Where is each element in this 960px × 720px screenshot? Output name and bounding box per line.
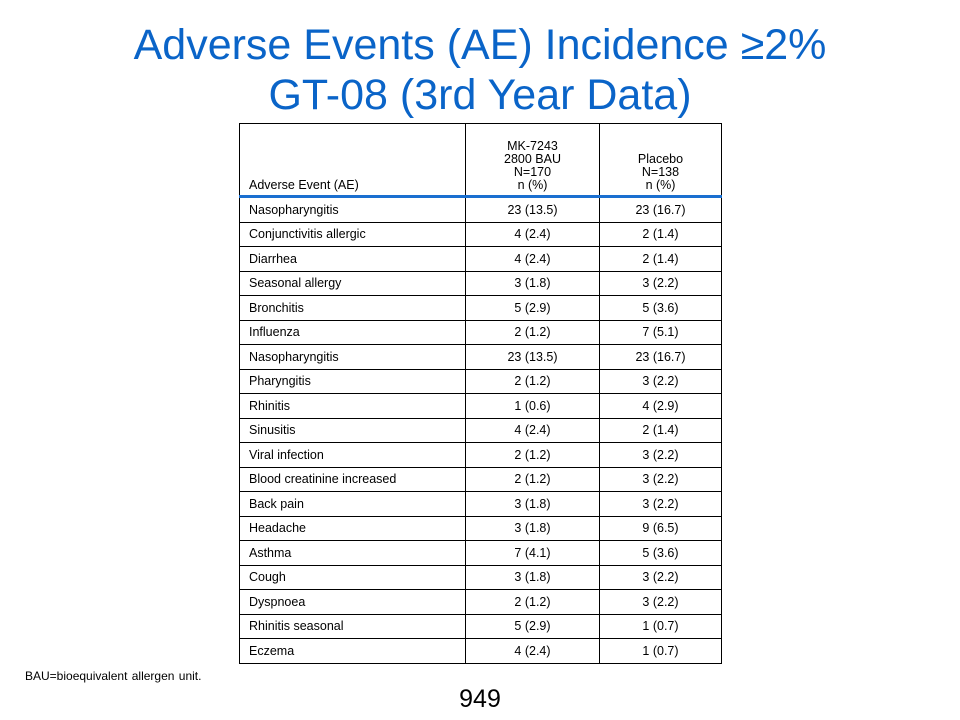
placebo-value: 3 (2.2) [599, 368, 722, 394]
treatment-value: 2 (1.2) [465, 442, 600, 468]
placebo-value: 5 (3.6) [599, 540, 722, 566]
table-row: Seasonal allergy 3 (1.8) 3 (2.2) [239, 270, 722, 296]
event-name: Conjunctivitis allergic [239, 221, 466, 247]
treatment-value: 23 (13.5) [465, 344, 600, 370]
treatment-value: 3 (1.8) [465, 270, 600, 296]
treatment-value: 2 (1.2) [465, 368, 600, 394]
page-number: 949 [459, 685, 501, 713]
treatment-value: 2 (1.2) [465, 466, 600, 492]
header-treatment-unit: n (%) [517, 178, 548, 192]
table-row: Asthma 7 (4.1) 5 (3.6) [239, 540, 722, 566]
slide-title-line-2: GT-08 (3rd Year Data) [268, 71, 692, 119]
table-row: Pharyngitis 2 (1.2) 3 (2.2) [239, 368, 722, 394]
event-name: Blood creatinine increased [239, 466, 466, 492]
table-row: Nasopharyngitis 23 (13.5) 23 (16.7) [239, 344, 722, 370]
treatment-value: 4 (2.4) [465, 246, 600, 272]
table-row: Cough 3 (1.8) 3 (2.2) [239, 564, 722, 590]
treatment-value: 4 (2.4) [465, 221, 600, 247]
treatment-value: 3 (1.8) [465, 515, 600, 541]
treatment-value: 1 (0.6) [465, 393, 600, 419]
placebo-value: 1 (0.7) [599, 613, 722, 639]
event-name: Nasopharyngitis [239, 196, 466, 223]
event-name: Rhinitis seasonal [239, 613, 466, 639]
placebo-value: 3 (2.2) [599, 466, 722, 492]
event-name: Rhinitis [239, 393, 466, 419]
placebo-value: 9 (6.5) [599, 515, 722, 541]
table-row: Diarrhea 4 (2.4) 2 (1.4) [239, 246, 722, 272]
treatment-value: 5 (2.9) [465, 613, 600, 639]
table-row: Nasopharyngitis 23 (13.5) 23 (16.7) [239, 196, 722, 223]
treatment-value: 3 (1.8) [465, 491, 600, 517]
table-row: Blood creatinine increased 2 (1.2) 3 (2.2) [239, 466, 722, 492]
header-placebo-n: N=138 [641, 165, 680, 179]
treatment-value: 7 (4.1) [465, 540, 600, 566]
header-treatment: MK-7243 2800 BAU N=170 n (%) [465, 123, 600, 198]
header-placebo-label: Placebo [637, 152, 684, 166]
event-name: Cough [239, 564, 466, 590]
event-name: Seasonal allergy [239, 270, 466, 296]
header-treatment-dose: 2800 BAU [504, 152, 561, 166]
table-row: Conjunctivitis allergic 4 (2.4) 2 (1.4) [239, 221, 722, 247]
table-row: Influenza 2 (1.2) 7 (5.1) [239, 319, 722, 345]
header-treatment-n: N=170 [513, 165, 552, 179]
event-name: Bronchitis [239, 295, 466, 321]
table-row: Eczema 4 (2.4) 1 (0.7) [239, 638, 722, 664]
event-name: Influenza [239, 319, 466, 345]
event-name: Nasopharyngitis [239, 344, 466, 370]
treatment-value: 4 (2.4) [465, 417, 600, 443]
placebo-value: 5 (3.6) [599, 295, 722, 321]
placebo-value: 2 (1.4) [599, 221, 722, 247]
placebo-value: 23 (16.7) [599, 196, 722, 223]
table-row: Dyspnoea 2 (1.2) 3 (2.2) [239, 589, 722, 615]
table-row: Back pain 3 (1.8) 3 (2.2) [239, 491, 722, 517]
table-header-row: Adverse Event (AE) MK-7243 2800 BAU N=17… [239, 123, 722, 198]
event-name: Sinusitis [239, 417, 466, 443]
header-placebo-unit: n (%) [645, 178, 676, 192]
treatment-value: 3 (1.8) [465, 564, 600, 590]
event-name: Asthma [239, 540, 466, 566]
table-row: Sinusitis 4 (2.4) 2 (1.4) [239, 417, 722, 443]
event-name: Diarrhea [239, 246, 466, 272]
table-row: Rhinitis seasonal 5 (2.9) 1 (0.7) [239, 613, 722, 639]
event-name: Back pain [239, 491, 466, 517]
table-row: Viral infection 2 (1.2) 3 (2.2) [239, 442, 722, 468]
table-row: Bronchitis 5 (2.9) 5 (3.6) [239, 295, 722, 321]
treatment-value: 2 (1.2) [465, 589, 600, 615]
table-row: Headache 3 (1.8) 9 (6.5) [239, 515, 722, 541]
table-row: Rhinitis 1 (0.6) 4 (2.9) [239, 393, 722, 419]
treatment-value: 5 (2.9) [465, 295, 600, 321]
placebo-value: 3 (2.2) [599, 270, 722, 296]
header-treatment-drug: MK-7243 [507, 139, 558, 153]
placebo-value: 3 (2.2) [599, 589, 722, 615]
placebo-value: 23 (16.7) [599, 344, 722, 370]
placebo-value: 1 (0.7) [599, 638, 722, 664]
adverse-events-table: Adverse Event (AE) MK-7243 2800 BAU N=17… [239, 123, 722, 664]
placebo-value: 2 (1.4) [599, 417, 722, 443]
treatment-value: 2 (1.2) [465, 319, 600, 345]
header-placebo: Placebo N=138 n (%) [599, 123, 722, 198]
event-name: Pharyngitis [239, 368, 466, 394]
placebo-value: 4 (2.9) [599, 393, 722, 419]
footnote: BAU=bioequivalent allergen unit. [25, 669, 202, 683]
event-name: Dyspnoea [239, 589, 466, 615]
header-adverse-event: Adverse Event (AE) [239, 123, 466, 198]
treatment-value: 4 (2.4) [465, 638, 600, 664]
slide-title-line-1: Adverse Events (AE) Incidence ≥2% [133, 21, 827, 69]
event-name: Viral infection [239, 442, 466, 468]
placebo-value: 3 (2.2) [599, 442, 722, 468]
event-name: Headache [239, 515, 466, 541]
placebo-value: 7 (5.1) [599, 319, 722, 345]
event-name: Eczema [239, 638, 466, 664]
placebo-value: 3 (2.2) [599, 491, 722, 517]
placebo-value: 3 (2.2) [599, 564, 722, 590]
treatment-value: 23 (13.5) [465, 196, 600, 223]
placebo-value: 2 (1.4) [599, 246, 722, 272]
